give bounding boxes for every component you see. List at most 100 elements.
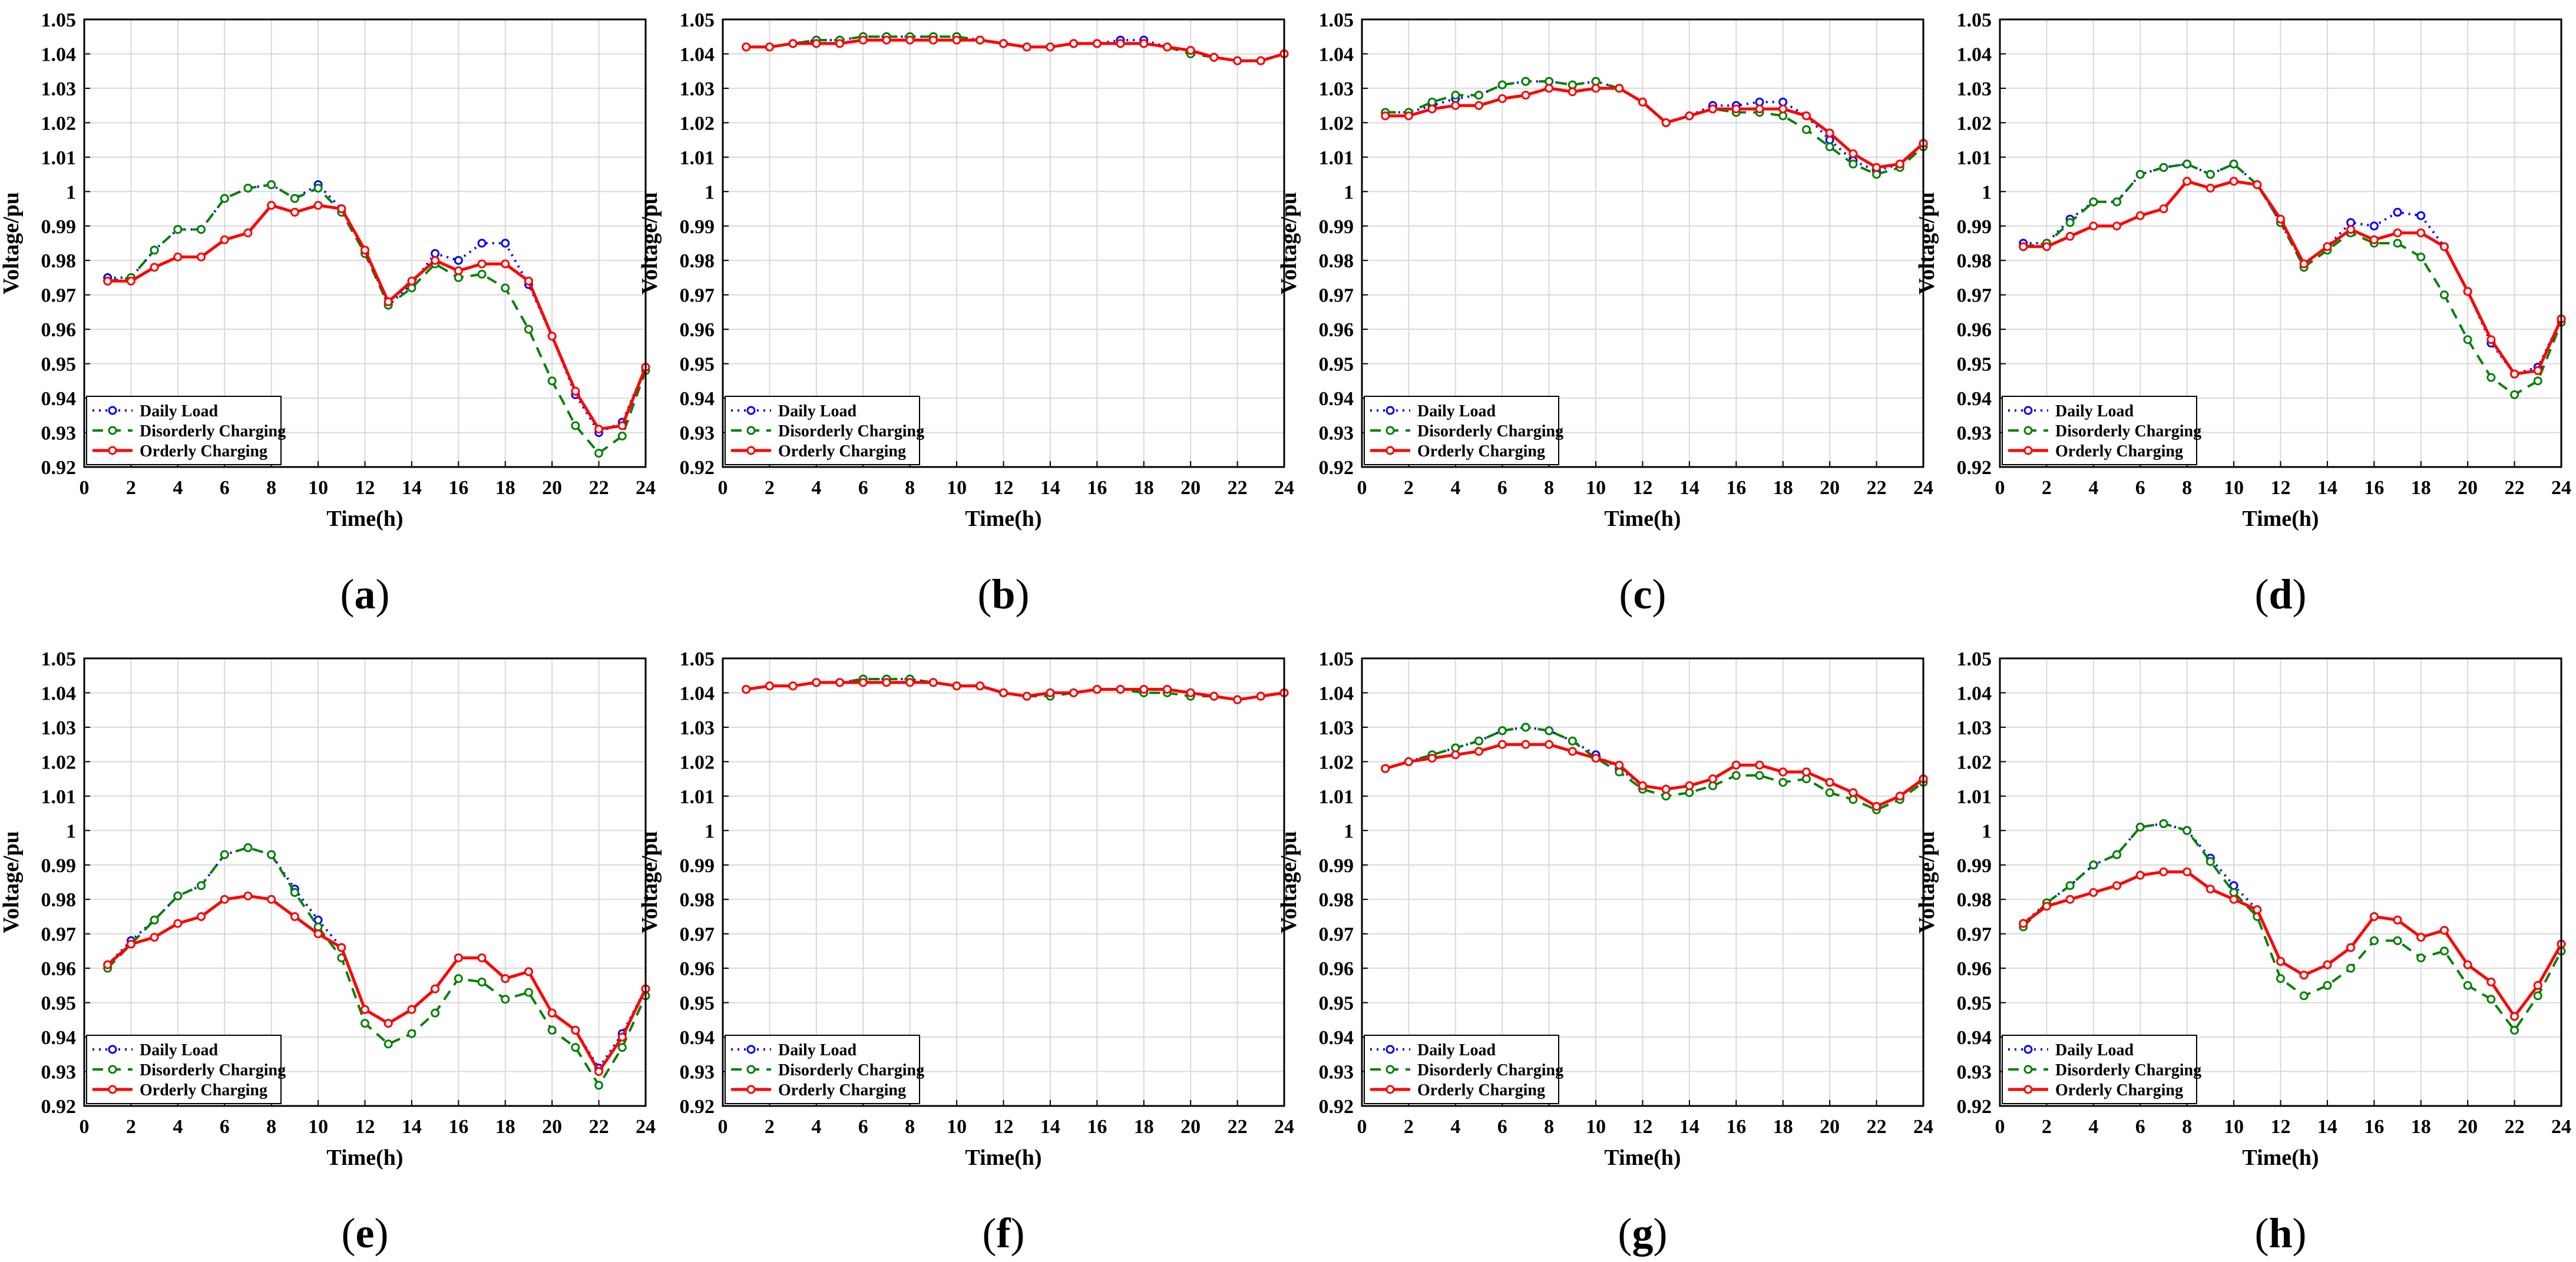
data-point [1474, 101, 1484, 110]
data-point [2393, 207, 2402, 217]
data-point [197, 225, 206, 234]
panel-caption: (d) [2254, 571, 2306, 618]
legend: Daily Load Disorderly Charging Orderly Cha… [1364, 1035, 1563, 1104]
x-tick-label: 12 [355, 477, 375, 499]
data-point [150, 263, 159, 272]
panel-caption: (f) [983, 1210, 1025, 1257]
y-tick-label: 1.01 [1319, 786, 1354, 808]
data-point [361, 246, 369, 255]
data-point [1638, 97, 1647, 107]
data-point [812, 39, 821, 48]
plot-border [83, 18, 647, 468]
x-tick-label: 10 [947, 1116, 967, 1138]
x-tick-label: 24 [2551, 477, 2571, 499]
data-point [524, 276, 533, 286]
y-tick-label: 0.92 [1319, 1096, 1354, 1118]
y-tick-label: 0.96 [680, 319, 715, 341]
x-axis-label: Time(h) [2242, 506, 2319, 531]
y-tick-label: 1 [1344, 820, 1354, 842]
x-axis-label: Time(h) [326, 1145, 403, 1170]
legend: Daily Load Disorderly Charging Orderly Cha… [725, 1035, 924, 1104]
data-point [1046, 42, 1055, 52]
data-point [454, 266, 463, 276]
data-point [858, 35, 868, 45]
data-point [1778, 104, 1788, 114]
data-point [2042, 242, 2051, 251]
data-point [1404, 111, 1413, 121]
data-point [2486, 995, 2496, 1004]
x-tick-label: 0 [718, 1116, 728, 1138]
data-point [1381, 111, 1390, 121]
plot-border [1999, 657, 2562, 1107]
data-point [2369, 912, 2379, 921]
legend-marker [2023, 1045, 2033, 1054]
data-point [2135, 870, 2145, 880]
data-point [431, 1008, 440, 1018]
data-point [571, 421, 580, 430]
y-tick-label: 0.96 [1957, 958, 1992, 980]
data-point [1474, 91, 1484, 100]
data-point [2533, 981, 2542, 990]
data-point [2393, 936, 2402, 945]
y-tick-label: 1.02 [1957, 112, 1992, 134]
data-point [454, 974, 463, 983]
data-point [547, 1008, 557, 1018]
x-tick-label: 8 [266, 1116, 276, 1138]
data-point [2159, 204, 2168, 214]
x-tick-label: 22 [1228, 477, 1248, 499]
data-point [2253, 180, 2262, 190]
y-tick-label: 0.99 [1957, 855, 1992, 877]
x-tick-label: 20 [542, 477, 562, 499]
x-tick-label: 0 [1357, 1116, 1367, 1138]
data-point [2463, 335, 2472, 345]
data-point [103, 960, 113, 969]
data-point [2533, 376, 2542, 386]
y-tick-label: 0.96 [1319, 319, 1354, 341]
data-point [2229, 177, 2238, 186]
y-tick-label: 0.93 [680, 1062, 715, 1084]
y-tick-label: 0.98 [1319, 889, 1354, 911]
legend-label: Disorderly Charging [140, 422, 286, 440]
y-tick-label: 0.94 [1957, 388, 1992, 410]
x-tick-label: 2 [126, 1116, 136, 1138]
data-point [2393, 239, 2402, 248]
legend-label: Disorderly Charging [2055, 1061, 2201, 1079]
legend: Daily Load Disorderly Charging Orderly Cha… [86, 1035, 286, 1104]
legend: Daily Load Disorderly Charging Orderly Cha… [2002, 1035, 2201, 1104]
data-point [1162, 42, 1172, 52]
data-point [1848, 160, 1858, 169]
y-tick-label: 1.03 [1957, 717, 1992, 739]
x-tick-label: 22 [1867, 1116, 1887, 1138]
y-tick-label: 1.01 [41, 786, 77, 808]
data-point [1209, 691, 1219, 701]
legend-marker [108, 1045, 117, 1054]
data-point [1092, 39, 1102, 48]
data-point [1568, 736, 1577, 746]
data-point [1427, 754, 1437, 763]
legend-label: Daily Load [1417, 402, 1496, 420]
y-tick-label: 0.94 [680, 1027, 715, 1049]
data-point [2159, 163, 2168, 172]
y-tick-label: 0.97 [680, 924, 715, 946]
data-point [197, 881, 206, 890]
data-point [1778, 777, 1788, 787]
legend-label: Daily Load [1417, 1041, 1496, 1059]
data-point [1451, 101, 1460, 110]
x-axis-label: Time(h) [965, 1145, 1041, 1170]
legend-marker [746, 426, 756, 435]
x-tick-label: 8 [905, 1116, 915, 1138]
x-tick-label: 12 [2271, 477, 2291, 499]
plot-border [1361, 657, 1924, 1107]
y-tick-label: 1.05 [41, 9, 77, 31]
y-tick-label: 1.05 [1957, 9, 1992, 31]
y-tick-label: 1.01 [1957, 147, 1992, 169]
chart-panel-h: 0 2 4 6 8 10 12 14 16 18 20 22 240.920.930.940.950.9… [1914, 648, 2571, 1257]
y-tick-label: 0.92 [680, 1096, 715, 1118]
data-point [2416, 252, 2426, 261]
y-tick-label: 0.99 [680, 216, 715, 238]
series-orderly-charging [1381, 84, 1928, 172]
data-point [2533, 366, 2542, 375]
y-tick-label: 1 [66, 820, 76, 842]
data-point [2089, 860, 2098, 870]
